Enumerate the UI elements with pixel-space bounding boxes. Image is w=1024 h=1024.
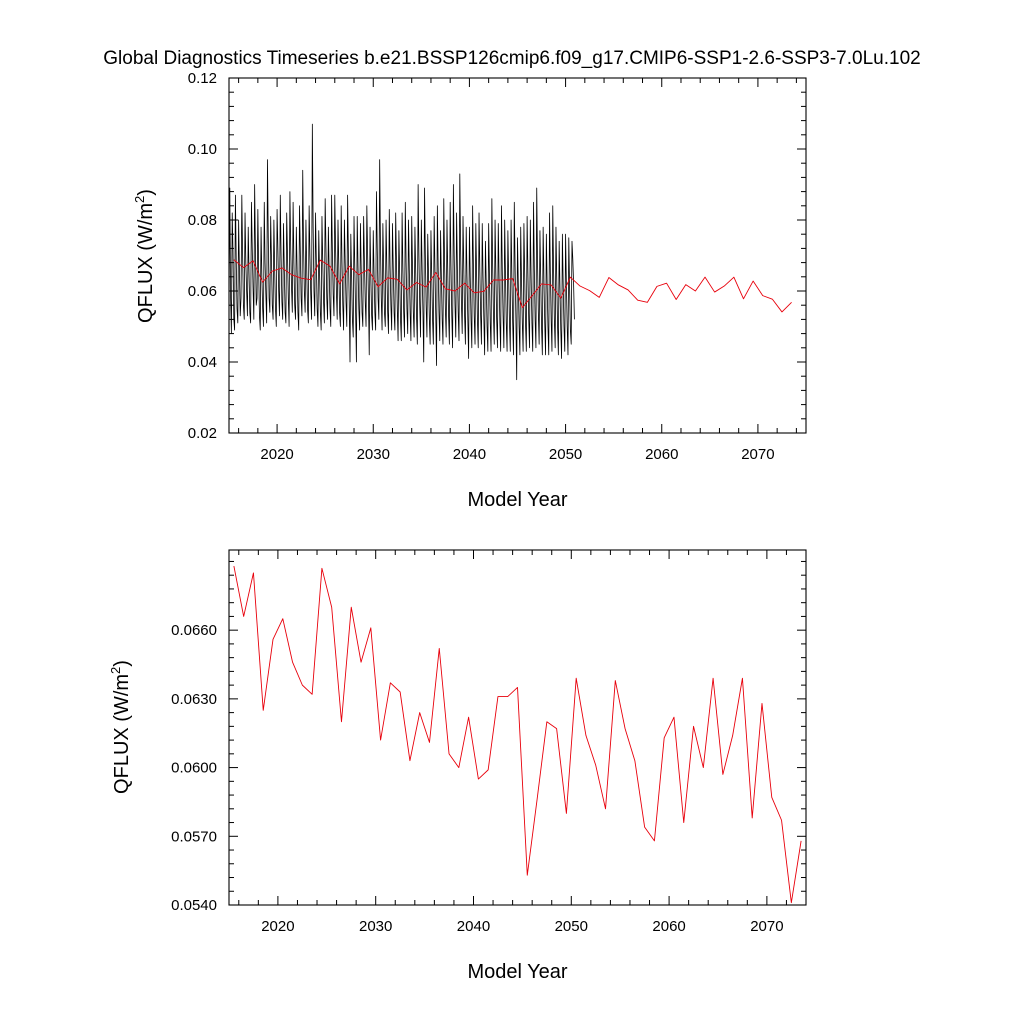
bottom-panel: 2020 2030 2040 2050 2060 2070 0.0540 0.0570 0.06… [108,549,807,983]
figure-title: Global Diagnostics Timeseries b.e21.BSSP… [103,48,920,69]
y-axis-label: QFLUX (W/m2) [108,660,133,794]
x-axis-label: Model Year [467,961,567,983]
series-line-1 [233,565,802,904]
x-tick-label: 2070 [741,446,774,463]
y-tick-label: 0.04 [188,354,217,371]
x-tick-label: 2050 [549,446,582,463]
plot-frame [228,77,807,434]
y-tick-label: 0.0570 [171,828,217,845]
y-axis-label: QFLUX (W/m2) [132,189,157,323]
y-tick-label: 0.06 [188,283,217,300]
x-tick-label: 2020 [261,918,294,935]
x-axis-label: Model Year [467,489,567,511]
x-tick-label: 2050 [555,918,588,935]
y-tick-label: 0.10 [188,141,217,158]
y-tick-label: 0.0660 [171,622,217,639]
y-tick-label: 0.12 [188,70,217,87]
y-tick-label: 0.0540 [171,897,217,914]
x-tick-label: 2040 [457,918,490,935]
plot-frame [228,549,807,906]
series-line-2 [233,259,792,313]
y-axis-label-main: QFLUX (W/m [111,674,133,794]
y-axis-label-superscript: 2 [108,667,123,674]
y-axis-label-close: ) [111,660,133,667]
y-axis-label-close: ) [135,189,157,196]
y-axis-label-main: QFLUX (W/m [135,203,157,323]
y-axis-label-superscript: 2 [132,196,147,203]
x-tick-label: 2040 [453,446,486,463]
x-tick-label: 2060 [645,446,678,463]
x-tick-label: 2030 [359,918,392,935]
series-group [229,123,792,381]
series-group [233,565,802,904]
top-panel: 2020 2030 2040 2050 2060 2070 0.02 0.04 0.06 0.08… [132,70,807,511]
series-line-1 [229,123,575,381]
x-tick-label: 2030 [357,446,390,463]
y-tick-label: 0.02 [188,425,217,442]
x-tick-label: 2020 [260,446,293,463]
y-tick-label: 0.0600 [171,760,217,777]
y-tick-label: 0.0630 [171,691,217,708]
x-tick-label: 2060 [652,918,685,935]
x-tick-label: 2070 [750,918,783,935]
y-tick-label: 0.08 [188,212,217,229]
